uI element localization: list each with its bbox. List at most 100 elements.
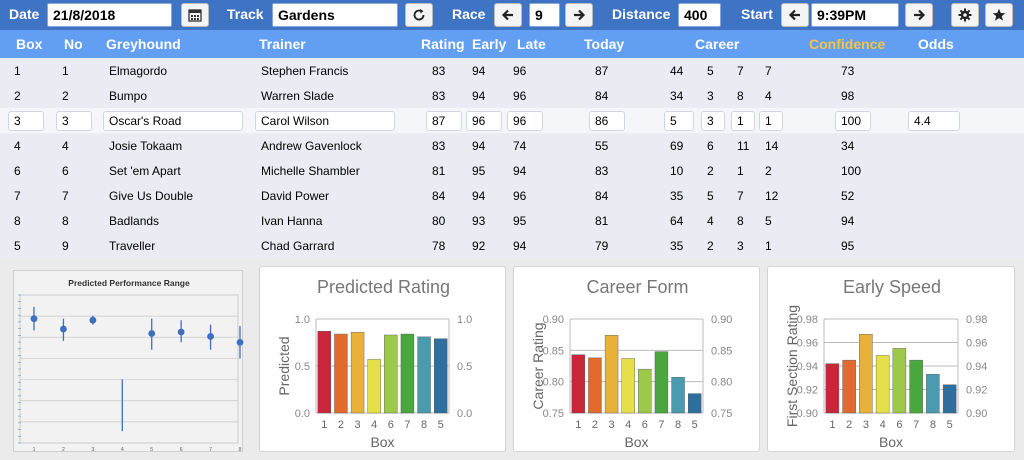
table-row[interactable]: 5 9 Traveller Chad Garrard 78 92 94 79 35 2 3 1 95: [0, 233, 1024, 258]
bar: [859, 334, 873, 414]
track-input[interactable]: Gardens: [272, 3, 398, 27]
cell-early: 92: [472, 239, 486, 253]
x-tick-label: 1: [321, 419, 327, 431]
cell-greyhound[interactable]: Oscar's Road: [103, 111, 243, 131]
start-label: Start: [741, 6, 773, 22]
col-early[interactable]: Early: [472, 36, 507, 52]
cell-odds[interactable]: 4.4: [908, 111, 960, 131]
col-confidence[interactable]: Confidence: [809, 36, 886, 52]
cell-career-seconds: 7: [737, 64, 744, 78]
cell-no: 6: [62, 164, 69, 178]
cell-today: 87: [595, 64, 609, 78]
cell-no: 2: [62, 89, 69, 103]
race-input[interactable]: 9: [529, 3, 560, 27]
date-input[interactable]: 21/8/2018: [47, 3, 172, 27]
bar: [654, 351, 669, 414]
cell-career-starts: 35: [670, 239, 684, 253]
cell-confidence: 52: [841, 189, 855, 203]
toolbar: Date 21/8/2018 Track Gardens Race 9: [0, 0, 1024, 30]
cell-box[interactable]: 3: [8, 111, 44, 131]
cell-no: 9: [62, 239, 69, 253]
cell-career-seconds: 1: [737, 164, 744, 178]
cell-today[interactable]: 86: [589, 111, 625, 131]
start-next-button[interactable]: [905, 3, 933, 27]
arrow-right-icon: [574, 9, 586, 21]
cell-career-thirds[interactable]: 1: [759, 111, 783, 131]
cell-rating[interactable]: 87: [426, 111, 462, 131]
cell-career-wins: 4: [707, 214, 714, 228]
cell-no: 4: [62, 139, 69, 153]
distance-label: Distance: [612, 6, 671, 22]
refresh-button[interactable]: [405, 3, 433, 27]
col-rating[interactable]: Rating: [421, 36, 465, 52]
col-odds[interactable]: Odds: [918, 36, 954, 52]
data-point: [236, 338, 244, 346]
cell-rating: 84: [432, 189, 446, 203]
y-tick-label-right: 0.98: [966, 314, 987, 326]
cell-career-starts: 44: [670, 64, 684, 78]
start-time-input[interactable]: 9:39PM: [811, 3, 899, 27]
race-next-button[interactable]: [565, 3, 593, 27]
y-tick-label: 0.75: [543, 408, 564, 420]
distance-input[interactable]: 400: [678, 3, 721, 27]
x-tick-label: 6: [180, 447, 183, 453]
cell-no: 7: [62, 189, 69, 203]
table-row[interactable]: 3 3 Oscar's Road Carol Wilson 87 96 96 86 5 3 1 1 10…: [0, 108, 1024, 133]
chart-title: Predicted Rating: [317, 277, 450, 297]
col-greyhound[interactable]: Greyhound: [106, 36, 181, 52]
table-row[interactable]: 2 2 Bumpo Warren Slade 83 94 96 84 34 3 8 4 98: [0, 83, 1024, 108]
settings-button[interactable]: [951, 3, 979, 27]
y-tick-label-right: 0.85: [711, 345, 732, 357]
col-career[interactable]: Career: [695, 36, 740, 52]
cell-trainer[interactable]: Carol Wilson: [255, 111, 395, 131]
y-tick-label: 0.90: [797, 408, 818, 420]
cell-confidence[interactable]: 100: [835, 111, 871, 131]
y-tick-label-right: 0.90: [966, 408, 987, 420]
cell-career-seconds[interactable]: 1: [731, 111, 755, 131]
x-tick-label: 2: [846, 419, 852, 431]
cell-career-starts[interactable]: 5: [664, 111, 694, 131]
col-no[interactable]: No: [64, 36, 83, 52]
cell-rating: 81: [432, 164, 446, 178]
cell-late[interactable]: 96: [507, 111, 543, 131]
favorite-button[interactable]: [985, 3, 1013, 27]
arrow-left-icon: [788, 9, 800, 21]
table-row[interactable]: 4 4 Josie Tokaam Andrew Gavenlock 83 94 74 55 69…: [0, 133, 1024, 158]
x-tick-label: 1: [829, 419, 835, 431]
cell-late: 94: [513, 164, 527, 178]
career-form-panel: Career Form 0.75 0.75 0.80 0.80 0.85 0.85 0.90 0…: [513, 266, 760, 452]
predicted-rating-panel: Predicted Rating 0.0 0.0 0.5 0.5 1.0 1.0 1 2 3 4 6 7…: [259, 266, 506, 452]
cell-career-starts: 69: [670, 139, 684, 153]
col-today[interactable]: Today: [584, 36, 625, 52]
table-row[interactable]: 6 6 Set 'em Apart Michelle Shambler 81 95 94 83…: [0, 158, 1024, 183]
cell-career-thirds: 14: [765, 139, 779, 153]
x-axis-label: Box: [370, 434, 394, 450]
cell-no[interactable]: 3: [56, 111, 92, 131]
x-tick-label: 1: [32, 447, 35, 453]
cell-greyhound: Set 'em Apart: [109, 164, 181, 178]
cell-box: 1: [14, 64, 21, 78]
y-axis-label: Career Rating: [530, 322, 546, 409]
col-box[interactable]: Box: [16, 36, 43, 52]
cell-early[interactable]: 96: [466, 111, 502, 131]
x-tick-label: 8: [421, 419, 427, 431]
cell-career-thirds: 5: [765, 214, 772, 228]
cell-career-thirds: 4: [765, 89, 772, 103]
start-prev-button[interactable]: [781, 3, 809, 27]
col-late[interactable]: Late: [517, 36, 546, 52]
cell-confidence: 95: [841, 239, 855, 253]
calendar-button[interactable]: [181, 3, 209, 27]
table-row[interactable]: 7 7 Give Us Double David Power 84 94 96 84 35 5 7 1…: [0, 183, 1024, 208]
cell-rating: 78: [432, 239, 446, 253]
race-prev-button[interactable]: [494, 3, 522, 27]
cell-career-thirds: 7: [765, 64, 772, 78]
col-trainer[interactable]: Trainer: [259, 36, 306, 52]
cell-career-wins[interactable]: 3: [701, 111, 725, 131]
table-row[interactable]: 1 1 Elmagordo Stephen Francis 83 94 96 87 44 5 7 7 7…: [0, 58, 1024, 83]
x-tick-label: 7: [658, 419, 664, 431]
table-row[interactable]: 8 8 Badlands Ivan Hanna 80 93 95 81 64 4 8 5 94: [0, 208, 1024, 233]
cell-greyhound: Elmagordo: [109, 64, 168, 78]
cell-today: 81: [595, 214, 609, 228]
arrow-right-icon: [914, 9, 926, 21]
date-label: Date: [9, 6, 40, 22]
